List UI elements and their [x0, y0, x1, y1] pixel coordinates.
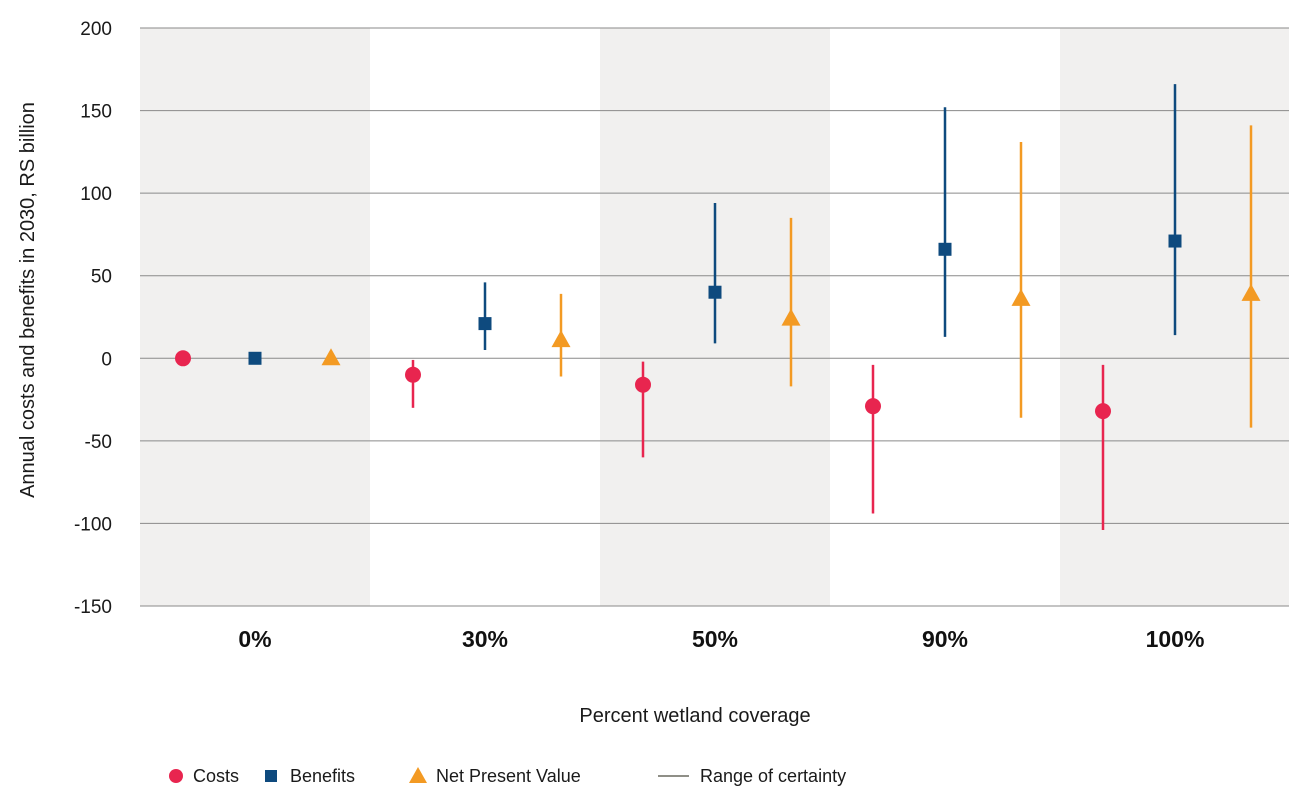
net-present-value-point [781, 308, 801, 326]
legend-label: Benefits [290, 766, 355, 786]
x-category-label: 90% [922, 626, 968, 652]
benefits-point [708, 285, 722, 299]
benefits-point [1168, 234, 1182, 248]
net-present-value-point [551, 330, 571, 348]
x-category-label: 0% [238, 626, 271, 652]
x-category-label: 50% [692, 626, 738, 652]
legend-label: Net Present Value [436, 766, 581, 786]
y-tick-label: 50 [91, 267, 112, 288]
x-category-labels: 0% 30% 50% 90% 100% [238, 626, 1204, 652]
x-category-label: 30% [462, 626, 508, 652]
costs-point [1095, 403, 1111, 420]
benefits-point [248, 351, 262, 365]
ranges-of-certainty [411, 84, 1253, 531]
x-category-label: 100% [1146, 626, 1205, 652]
legend: Costs Benefits Net Present Value Range of c… [169, 766, 846, 786]
benefits-point [478, 317, 492, 331]
y-tick-label: 100 [80, 184, 112, 205]
category-band [140, 28, 370, 606]
benefits-point [938, 242, 952, 256]
y-tick-label: 0 [101, 349, 112, 370]
legend-label: Costs [193, 766, 239, 786]
legend-costs-marker [169, 769, 183, 783]
x-axis-title: Percent wetland coverage [579, 705, 810, 727]
costs-point [865, 398, 881, 415]
y-tick-label: -150 [74, 597, 112, 618]
net-present-value-point [1011, 288, 1031, 306]
data-markers [175, 234, 1261, 420]
legend-range-label: Range of certainty [700, 766, 846, 786]
y-tick-labels: 200 150 100 50 0 -50 -100 -150 [74, 19, 112, 618]
net-present-value-point [1241, 283, 1261, 301]
costs-point [635, 376, 651, 393]
costs-point [405, 366, 421, 383]
legend-benefits-marker [265, 770, 277, 782]
y-tick-label: -50 [85, 432, 112, 453]
y-tick-label: -100 [74, 514, 112, 535]
y-tick-label: 200 [80, 19, 112, 40]
legend-npv-marker [409, 767, 427, 783]
net-present-value-point [321, 348, 341, 366]
costs-point [175, 350, 191, 367]
y-tick-label: 150 [80, 102, 112, 123]
y-axis-title: Annual costs and benefits in 2030, RS bi… [17, 102, 39, 498]
